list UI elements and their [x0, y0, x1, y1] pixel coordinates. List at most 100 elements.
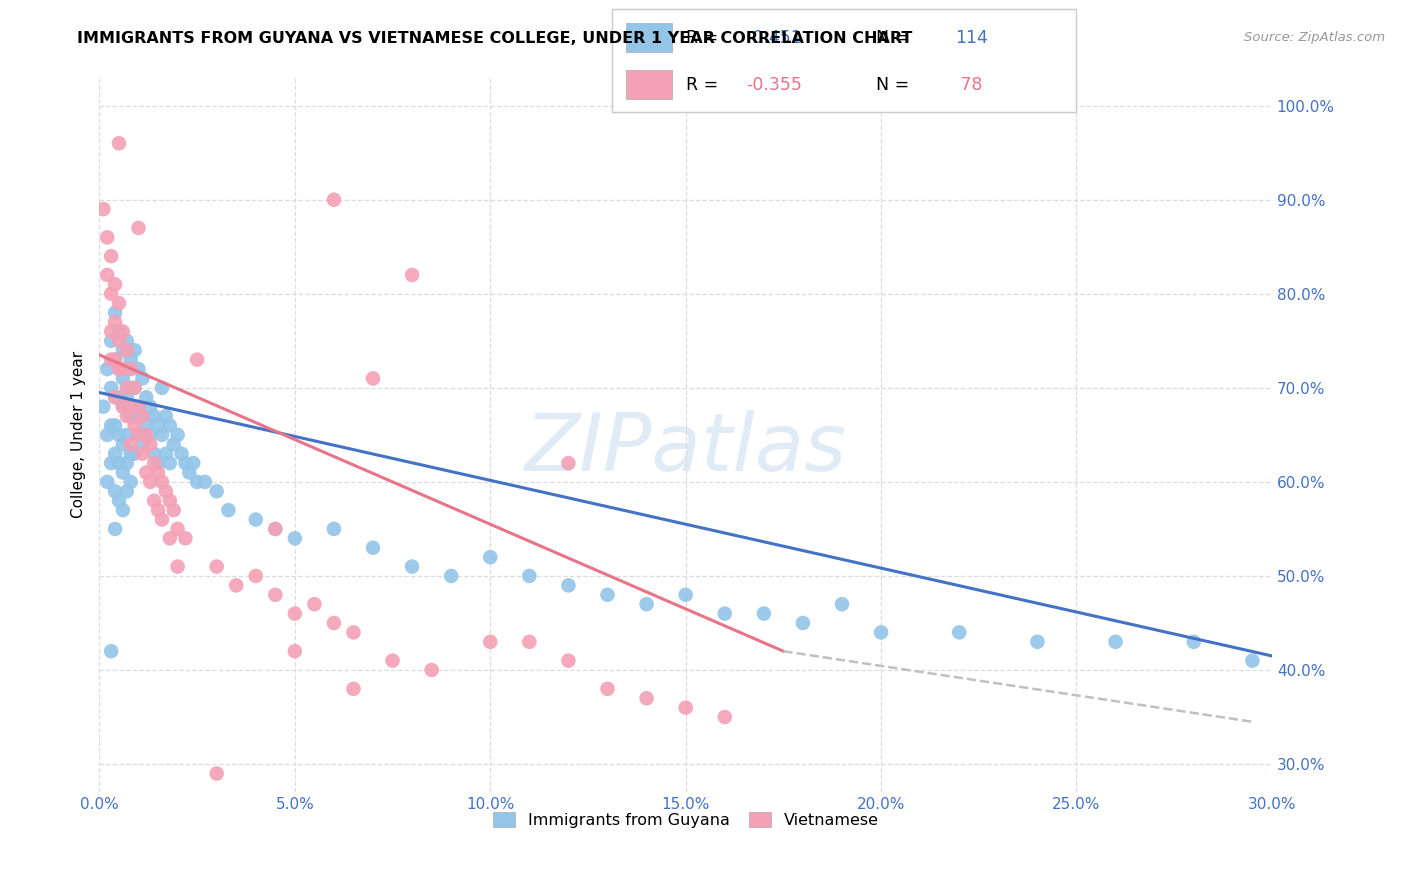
Point [104, 484, 127, 499]
Point [96, 268, 118, 282]
Point [108, 362, 131, 376]
Point [1241, 654, 1264, 668]
Point [159, 456, 181, 470]
Point [135, 418, 157, 433]
Point [264, 522, 287, 536]
Point [124, 409, 146, 423]
Point [284, 644, 307, 658]
Point [124, 418, 146, 433]
Point [150, 381, 173, 395]
Point [93, 202, 115, 216]
Point [100, 249, 122, 263]
Point [440, 569, 463, 583]
FancyBboxPatch shape [626, 23, 672, 52]
Point [675, 700, 697, 714]
Point [124, 381, 146, 395]
Point [100, 325, 122, 339]
Point [115, 484, 138, 499]
Point [139, 400, 162, 414]
Point [100, 352, 122, 367]
Point [517, 569, 540, 583]
Point [166, 522, 188, 536]
Point [186, 475, 208, 489]
Point [361, 371, 384, 385]
Point [150, 475, 173, 489]
Point [557, 654, 579, 668]
Point [179, 466, 201, 480]
Point [104, 390, 127, 404]
Point [143, 447, 166, 461]
Point [120, 400, 142, 414]
Point [124, 343, 146, 358]
Point [131, 447, 153, 461]
Point [104, 390, 127, 404]
Point [128, 428, 150, 442]
Point [104, 447, 127, 461]
Point [104, 352, 127, 367]
Point [115, 409, 138, 423]
Point [245, 569, 267, 583]
Point [146, 418, 169, 433]
Point [181, 456, 204, 470]
Point [1182, 635, 1205, 649]
Point [120, 475, 142, 489]
Point [205, 484, 228, 499]
Point [108, 456, 131, 470]
Point [166, 559, 188, 574]
Point [159, 493, 181, 508]
Point [163, 437, 186, 451]
Point [100, 644, 122, 658]
Point [111, 437, 134, 451]
Point [111, 343, 134, 358]
Point [155, 484, 177, 499]
Text: ZIPatlas: ZIPatlas [524, 410, 846, 488]
Point [128, 400, 150, 414]
Text: 114: 114 [955, 29, 988, 46]
Text: Source: ZipAtlas.com: Source: ZipAtlas.com [1244, 31, 1385, 45]
Point [104, 277, 127, 292]
Point [155, 409, 177, 423]
Y-axis label: College, Under 1 year: College, Under 1 year [72, 351, 86, 518]
Point [115, 456, 138, 470]
Point [150, 428, 173, 442]
Point [93, 400, 115, 414]
Point [186, 352, 208, 367]
Point [792, 615, 814, 630]
Point [205, 559, 228, 574]
Point [115, 390, 138, 404]
Point [135, 390, 157, 404]
Point [205, 766, 228, 780]
Point [1026, 635, 1049, 649]
Point [713, 710, 735, 724]
Point [361, 541, 384, 555]
Point [96, 230, 118, 244]
Point [139, 475, 162, 489]
Point [479, 550, 502, 565]
Point [111, 503, 134, 517]
Point [104, 418, 127, 433]
Point [636, 691, 658, 706]
Point [284, 607, 307, 621]
Point [143, 456, 166, 470]
Point [420, 663, 443, 677]
Point [115, 343, 138, 358]
Point [104, 522, 127, 536]
Point [108, 296, 131, 310]
Point [96, 428, 118, 442]
Point [135, 428, 157, 442]
Point [225, 578, 247, 592]
Text: -0.355: -0.355 [747, 76, 801, 94]
Point [174, 456, 197, 470]
Point [146, 456, 169, 470]
Point [100, 286, 122, 301]
Text: -0.451: -0.451 [747, 29, 801, 46]
Point [135, 466, 157, 480]
Point [170, 447, 193, 461]
Point [557, 456, 579, 470]
Point [304, 597, 326, 611]
Point [111, 362, 134, 376]
Point [131, 409, 153, 423]
Point [128, 400, 150, 414]
Text: R =: R = [686, 76, 724, 94]
Point [115, 381, 138, 395]
